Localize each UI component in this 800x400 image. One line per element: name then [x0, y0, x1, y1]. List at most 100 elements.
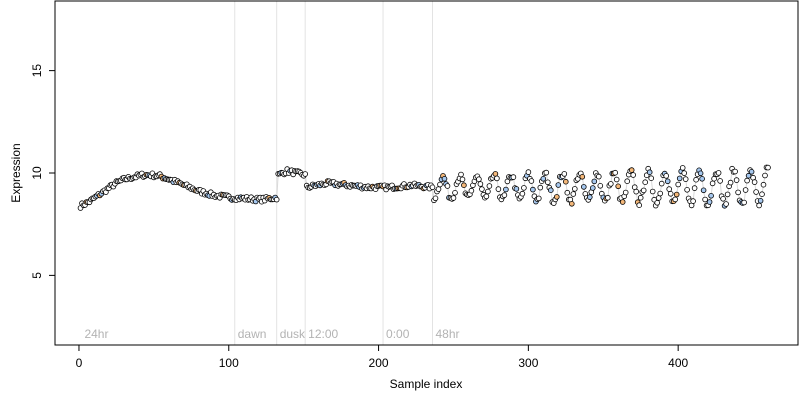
data-point	[700, 187, 707, 194]
data-point	[709, 180, 716, 187]
data-point	[586, 194, 593, 200]
data-point	[724, 191, 731, 198]
data-point	[742, 187, 749, 193]
data-point	[624, 178, 630, 185]
y-axis: 5 10 15	[30, 64, 55, 279]
data-point	[727, 179, 734, 186]
y-tick-label: 5	[30, 272, 44, 279]
y-tick-label: 15	[30, 64, 44, 78]
data-point	[637, 194, 644, 201]
data-point	[503, 186, 509, 193]
data-point	[765, 164, 771, 171]
data-point	[759, 191, 765, 198]
marker-label-dusk: dusk	[280, 327, 306, 341]
data-point	[564, 189, 571, 196]
data-point	[699, 176, 705, 182]
data-point	[501, 192, 508, 198]
data-point	[732, 168, 738, 175]
data-point	[607, 181, 614, 187]
data-point	[751, 179, 758, 185]
data-point	[748, 169, 755, 175]
data-point	[525, 169, 532, 175]
data-point	[571, 186, 578, 192]
data-point	[706, 199, 713, 205]
data-point	[589, 185, 596, 191]
data-point	[744, 177, 750, 184]
data-point	[676, 175, 683, 182]
x-axis-label: Sample index	[390, 377, 463, 391]
data-point	[530, 186, 536, 193]
marker-label-dawn: dawn	[238, 327, 267, 341]
x-tick-label: 200	[369, 356, 389, 370]
data-point	[540, 176, 547, 182]
data-point	[679, 165, 686, 171]
data-point	[675, 181, 681, 188]
data-point	[562, 178, 569, 185]
data-point	[633, 188, 639, 195]
data-point	[591, 178, 598, 185]
data-point	[619, 199, 626, 205]
data-point	[762, 172, 768, 179]
y-tick-label: 10	[30, 166, 44, 180]
data-point	[711, 175, 717, 182]
data-point	[622, 189, 629, 196]
vertical-marker-layer: dawn dusk 12:00 0:00 48hr 24hr	[84, 1, 460, 345]
data-point	[513, 186, 520, 192]
data-point	[483, 193, 490, 200]
data-point	[570, 191, 577, 197]
data-point	[547, 187, 554, 194]
data-point	[521, 185, 527, 191]
data-point	[613, 176, 620, 183]
data-point	[756, 202, 762, 209]
data-point	[715, 170, 722, 176]
data-point	[697, 170, 704, 177]
data-point	[595, 173, 602, 180]
y-axis-label: Expression	[9, 143, 23, 202]
data-points-layer	[77, 164, 771, 211]
data-point	[720, 196, 726, 202]
data-point	[485, 188, 491, 195]
x-tick-label: 0	[76, 356, 83, 370]
data-point	[681, 170, 687, 176]
data-point	[494, 175, 500, 182]
region-label: 24hr	[84, 327, 108, 341]
x-tick-label: 300	[518, 356, 538, 370]
data-point	[561, 171, 568, 177]
data-point	[757, 198, 764, 204]
data-point	[649, 188, 656, 195]
data-point	[693, 176, 699, 183]
data-point	[615, 183, 621, 190]
data-point	[486, 183, 493, 189]
data-point	[553, 194, 560, 200]
data-point	[543, 169, 550, 176]
data-point	[435, 186, 442, 192]
data-point	[636, 202, 642, 209]
data-point	[458, 171, 464, 178]
data-point	[441, 176, 448, 182]
data-point	[429, 184, 436, 191]
data-point	[468, 187, 475, 194]
data-point	[664, 178, 671, 185]
data-point	[555, 182, 562, 188]
data-point	[657, 190, 663, 197]
data-point	[760, 181, 767, 188]
data-point	[461, 182, 467, 189]
data-point	[579, 174, 586, 180]
data-point	[535, 195, 542, 202]
data-point	[519, 190, 526, 197]
data-point	[597, 183, 604, 189]
data-point	[733, 177, 740, 183]
x-tick-label: 400	[668, 356, 688, 370]
data-point	[459, 176, 466, 183]
data-point	[666, 186, 672, 192]
marker-label-000: 0:00	[386, 327, 410, 341]
data-point	[604, 194, 611, 201]
x-axis: 0 100 200 300 400	[76, 345, 688, 370]
data-point	[673, 191, 680, 198]
data-point	[273, 196, 280, 203]
data-point	[580, 184, 587, 190]
data-point	[655, 195, 662, 201]
data-point	[628, 167, 635, 173]
data-point	[672, 196, 678, 203]
data-point	[690, 198, 696, 204]
